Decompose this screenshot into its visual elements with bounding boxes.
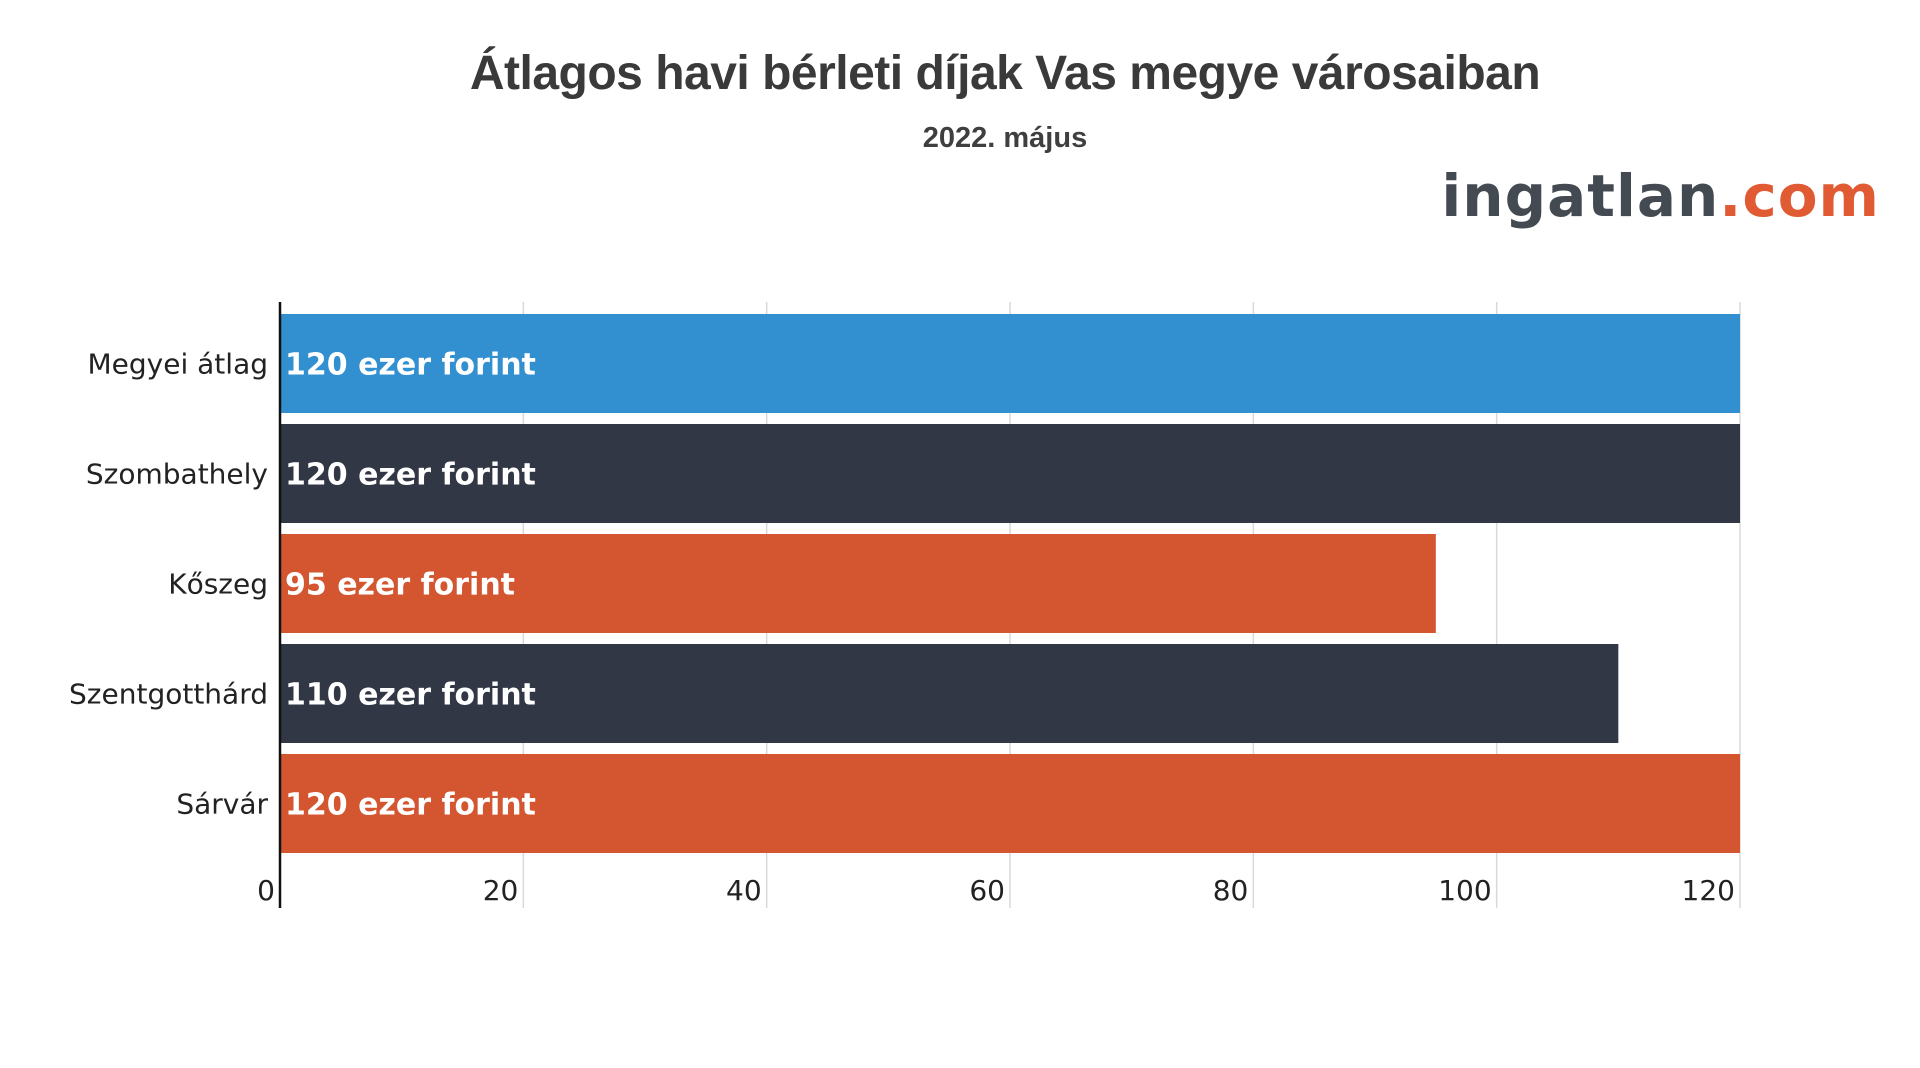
data-label: 95 ezer forint: [285, 568, 515, 603]
logo-main-text: ingatlan: [1441, 162, 1720, 230]
category-label: Kőszeg: [168, 568, 268, 601]
bar[interactable]: [280, 424, 1740, 523]
bar[interactable]: [280, 314, 1740, 413]
data-label: 120 ezer forint: [285, 788, 536, 823]
logo-dot: .: [1719, 162, 1743, 230]
category-label: Megyei átlag: [88, 348, 268, 381]
chart-title: Átlagos havi bérleti díjak Vas megye vár…: [469, 47, 1541, 100]
category-label: Szentgotthárd: [69, 678, 268, 711]
logo-tld-text: com: [1742, 162, 1880, 230]
bar[interactable]: [280, 754, 1740, 853]
category-label: Szombathely: [86, 458, 268, 491]
x-tick-label: 120: [1682, 874, 1735, 907]
category-label: Sárvár: [176, 788, 268, 821]
data-label: 110 ezer forint: [285, 678, 536, 713]
x-tick-label: 20: [483, 874, 519, 907]
x-tick-label: 100: [1438, 874, 1491, 907]
data-label: 120 ezer forint: [285, 458, 536, 493]
x-tick-label: 80: [1213, 874, 1249, 907]
x-tick-label: 60: [969, 874, 1005, 907]
bar[interactable]: [280, 534, 1436, 633]
x-tick-label: 0: [257, 874, 275, 907]
data-label: 120 ezer forint: [285, 348, 536, 383]
brand-logo[interactable]: ingatlan.com: [1441, 162, 1880, 230]
x-tick-label: 40: [726, 874, 762, 907]
chart-subtitle: 2022. május: [922, 122, 1088, 154]
bar[interactable]: [280, 644, 1619, 743]
